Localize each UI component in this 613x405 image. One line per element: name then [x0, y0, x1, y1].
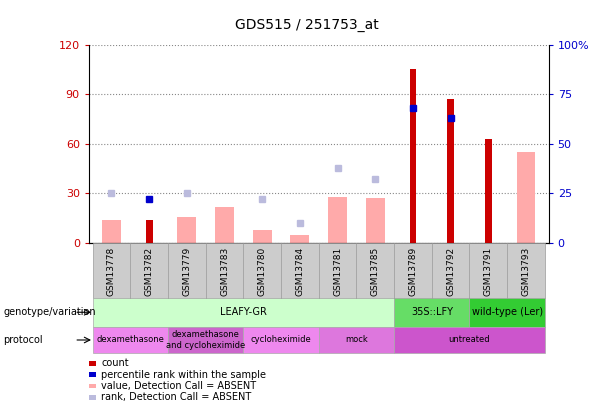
Text: GSM13791: GSM13791: [484, 246, 493, 296]
Bar: [177, 217, 196, 243]
Text: dexamethasone
and cycloheximide: dexamethasone and cycloheximide: [166, 330, 245, 350]
Bar: [146, 220, 153, 243]
Bar: [447, 99, 454, 243]
Text: GSM13783: GSM13783: [220, 246, 229, 296]
Text: cycloheximide: cycloheximide: [251, 335, 311, 345]
Bar: [485, 139, 492, 243]
Text: GSM13782: GSM13782: [145, 247, 154, 296]
Text: GSM13789: GSM13789: [408, 246, 417, 296]
Text: GSM13785: GSM13785: [371, 246, 380, 296]
Text: count: count: [101, 358, 129, 368]
Text: GDS515 / 251753_at: GDS515 / 251753_at: [235, 18, 378, 32]
Bar: [366, 198, 385, 243]
Text: GSM13793: GSM13793: [522, 246, 530, 296]
Bar: [291, 235, 310, 243]
Text: rank, Detection Call = ABSENT: rank, Detection Call = ABSENT: [101, 392, 251, 402]
Text: protocol: protocol: [3, 335, 43, 345]
Bar: [517, 152, 535, 243]
Text: mock: mock: [345, 335, 368, 345]
Text: GSM13779: GSM13779: [182, 246, 191, 296]
Bar: [253, 230, 272, 243]
Text: GSM13781: GSM13781: [333, 246, 342, 296]
Text: LEAFY-GR: LEAFY-GR: [220, 307, 267, 317]
Text: value, Detection Call = ABSENT: value, Detection Call = ABSENT: [101, 381, 256, 391]
Text: GSM13792: GSM13792: [446, 247, 455, 296]
Text: percentile rank within the sample: percentile rank within the sample: [101, 370, 266, 379]
Bar: [215, 207, 234, 243]
Text: untreated: untreated: [449, 335, 490, 345]
Text: GSM13778: GSM13778: [107, 246, 116, 296]
Bar: [102, 220, 121, 243]
Text: genotype/variation: genotype/variation: [3, 307, 96, 317]
Bar: [328, 197, 347, 243]
Text: 35S::LFY: 35S::LFY: [411, 307, 453, 317]
Text: GSM13784: GSM13784: [295, 247, 305, 296]
Bar: [409, 69, 416, 243]
Text: wild-type (Ler): wild-type (Ler): [471, 307, 543, 317]
Text: GSM13780: GSM13780: [257, 246, 267, 296]
Text: dexamethasone: dexamethasone: [96, 335, 164, 345]
